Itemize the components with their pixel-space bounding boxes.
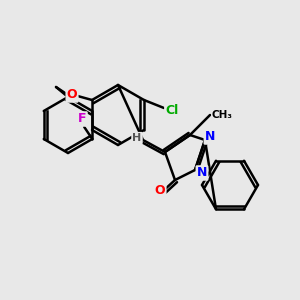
Text: O: O	[67, 88, 77, 101]
Text: H: H	[132, 133, 142, 143]
Text: O: O	[155, 184, 165, 197]
Text: CH₃: CH₃	[212, 110, 233, 120]
Text: F: F	[78, 112, 86, 125]
Text: N: N	[197, 167, 207, 179]
Text: Cl: Cl	[165, 103, 178, 116]
Text: N: N	[205, 130, 215, 143]
